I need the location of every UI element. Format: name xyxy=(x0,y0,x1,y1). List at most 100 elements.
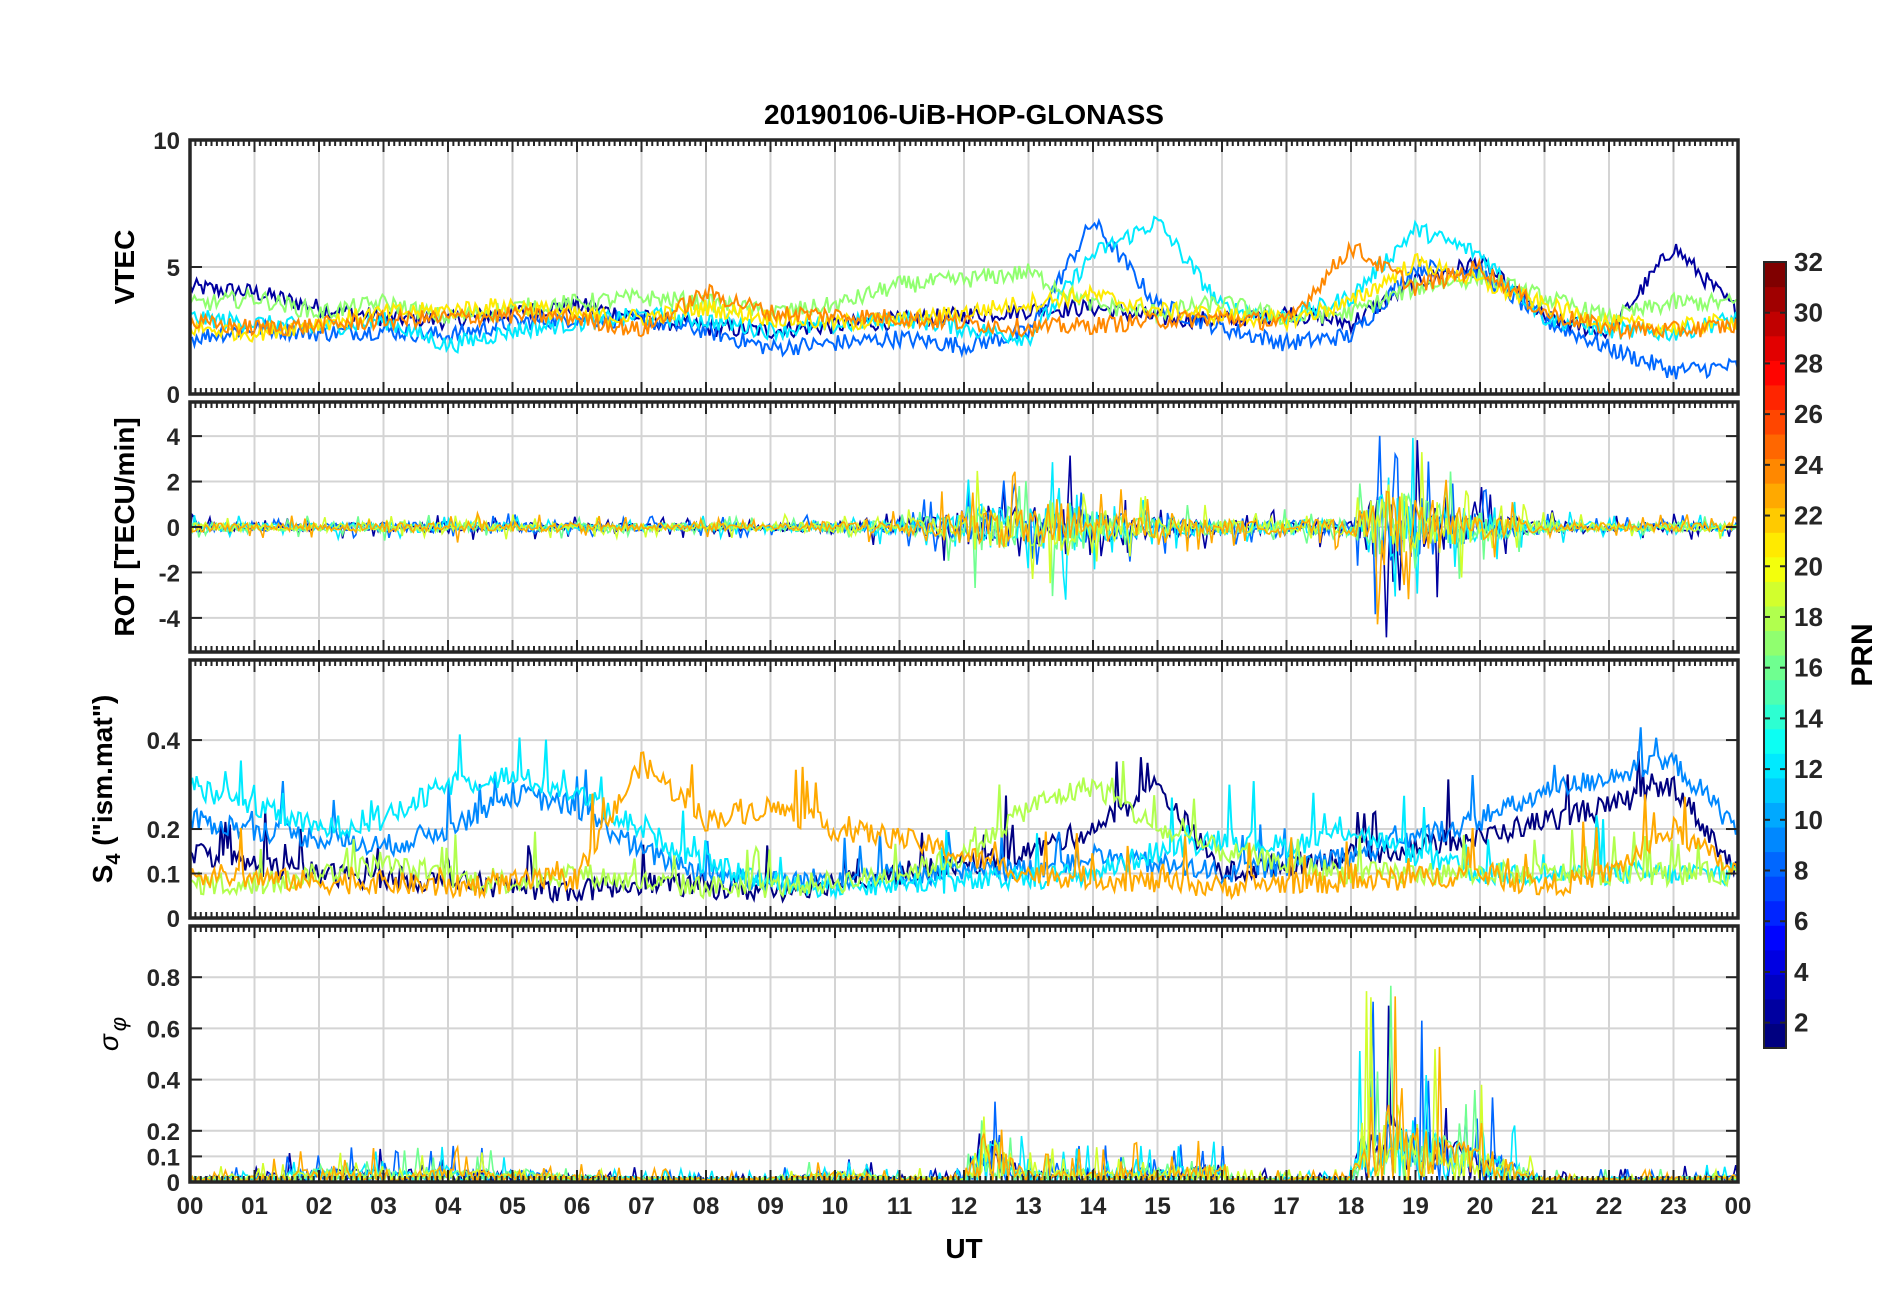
series-line-prn-21 xyxy=(190,252,1738,343)
y-tick-label: 10 xyxy=(153,128,180,155)
colorbar-segment xyxy=(1764,507,1786,533)
plot-area xyxy=(190,435,1738,638)
colorbar-segment xyxy=(1764,974,1786,1000)
series-line-prn-12 xyxy=(190,437,1738,600)
colorbar-segment xyxy=(1764,556,1786,582)
colorbar-tick-label: 18 xyxy=(1794,602,1823,632)
colorbar-tick-label: 12 xyxy=(1794,754,1823,784)
colorbar-segment xyxy=(1764,851,1786,877)
ticks xyxy=(189,402,1739,652)
colorbar-segment xyxy=(1764,777,1786,803)
panel-sigma-phi: 00.10.2 0.4 0.6 0.8 σφ xyxy=(93,924,1740,1197)
colorbar-tick-label: 2 xyxy=(1794,1008,1808,1038)
colorbar-tick-label: 20 xyxy=(1794,551,1823,581)
colorbar-segment xyxy=(1764,1023,1786,1049)
panel-vtec: 0 5 10 VTEC xyxy=(109,128,1740,409)
grid xyxy=(189,926,1739,1183)
colorbar-segment xyxy=(1764,949,1786,975)
y-tick-label: 0.2 xyxy=(147,1119,180,1146)
colorbar-tick-label: 22 xyxy=(1794,501,1823,531)
x-axis-label: UT xyxy=(945,1233,982,1264)
grid xyxy=(189,139,1739,395)
x-tick-label: 12 xyxy=(951,1193,978,1220)
panel-s4: 0 0.1 0.2 0.4 S4 ("ism.mat") xyxy=(87,658,1740,933)
colorbar-segment xyxy=(1764,532,1786,558)
x-tick-label: 01 xyxy=(241,1193,268,1220)
colorbar-segment xyxy=(1764,900,1786,926)
x-tick-label: 09 xyxy=(757,1193,784,1220)
y-tick-label: -4 xyxy=(159,606,181,633)
plot-area xyxy=(190,727,1738,904)
y-tick-label: 0.4 xyxy=(147,1068,181,1095)
colorbar-label: PRN xyxy=(1846,623,1879,686)
figure-title: 20190106-UiB-HOP-GLONASS xyxy=(764,99,1164,130)
x-tick-label: 03 xyxy=(370,1193,397,1220)
x-tick-label: 21 xyxy=(1531,1193,1558,1220)
y-tick-label: 2 xyxy=(167,470,180,497)
y-tick-label: 5 xyxy=(167,255,180,282)
series-line-prn-24 xyxy=(190,240,1738,341)
x-tick-label: 17 xyxy=(1273,1193,1300,1220)
series-line-prn-18 xyxy=(190,761,1738,900)
y-tick-label: 0 xyxy=(167,1170,180,1197)
x-tick-label: 11 xyxy=(887,1193,912,1220)
colorbar-segment xyxy=(1764,433,1786,460)
colorbar-segment xyxy=(1764,679,1786,705)
ticks xyxy=(189,660,1739,919)
colorbar-tick-label: 24 xyxy=(1794,450,1823,480)
x-tick-label: 00 xyxy=(177,1193,204,1220)
colorbar-segment xyxy=(1764,311,1786,337)
y-tick-labels: 00.10.2 0.4 0.6 0.8 xyxy=(147,965,181,1197)
y-axis-label: ROT [TECU/min] xyxy=(109,417,140,636)
y-tick-label: 0 xyxy=(167,906,180,933)
series-line-prn-17 xyxy=(190,263,1738,326)
colorbar-segment xyxy=(1764,409,1786,435)
series-line-prn-12 xyxy=(190,215,1738,354)
series-line-prn-23 xyxy=(190,751,1738,901)
y-tick-label: 0 xyxy=(167,515,180,542)
colorbar-segment xyxy=(1764,728,1786,754)
y-tick-label: 0.8 xyxy=(147,965,180,992)
colorbar-segment xyxy=(1764,262,1786,288)
y-tick-label: 0.2 xyxy=(147,817,180,844)
colorbar-segment xyxy=(1764,458,1786,484)
y-tick-label: 0.6 xyxy=(147,1016,180,1043)
y-tick-label: 0.1 xyxy=(147,862,180,889)
colorbar-tick-label: 28 xyxy=(1794,348,1823,378)
ticks xyxy=(189,926,1739,1183)
x-tick-label: 10 xyxy=(822,1193,849,1220)
colorbar-tick-label: 6 xyxy=(1794,906,1808,936)
y-tick-label: -2 xyxy=(159,560,180,587)
colorbar-segment xyxy=(1764,998,1786,1025)
x-tick-label: 07 xyxy=(628,1193,655,1220)
colorbar-frame xyxy=(1763,261,1787,1049)
x-tick-label: 18 xyxy=(1338,1193,1365,1220)
colorbar-tick-label: 14 xyxy=(1794,703,1823,733)
colorbar-segment xyxy=(1764,335,1786,361)
y-axis-label: VTEC xyxy=(109,230,140,305)
x-tick-label: 08 xyxy=(693,1193,720,1220)
x-tick-label: 05 xyxy=(499,1193,526,1220)
colorbar-tick-label: 30 xyxy=(1794,298,1823,328)
colorbar-segment xyxy=(1764,630,1786,656)
x-tick-label: 22 xyxy=(1596,1193,1623,1220)
ticks xyxy=(189,139,1739,395)
x-tick-label: 02 xyxy=(306,1193,333,1220)
colorbar-segment xyxy=(1764,286,1786,312)
series-line-prn-16 xyxy=(190,471,1738,597)
y-tick-labels: -4 -2 0 2 4 xyxy=(159,424,181,633)
x-tick-label: 20 xyxy=(1467,1193,1494,1220)
x-tick-label: 23 xyxy=(1660,1193,1687,1220)
colorbar-segment xyxy=(1764,826,1786,853)
x-tick-label: 06 xyxy=(564,1193,591,1220)
colorbar-segment xyxy=(1764,802,1786,828)
colorbar-segment xyxy=(1764,605,1786,632)
y-tick-labels: 0 0.1 0.2 0.4 xyxy=(147,728,181,933)
y-tick-label: 0.1 xyxy=(147,1144,180,1171)
colorbar-tick-label: 26 xyxy=(1794,399,1823,429)
plot-area xyxy=(190,215,1738,380)
x-tick-label: 13 xyxy=(1015,1193,1042,1220)
